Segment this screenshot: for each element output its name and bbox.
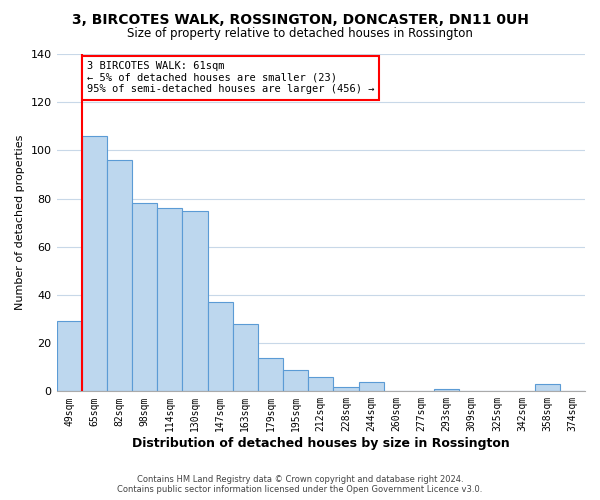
Bar xyxy=(359,382,383,392)
Bar xyxy=(157,208,182,392)
Text: 3, BIRCOTES WALK, ROSSINGTON, DONCASTER, DN11 0UH: 3, BIRCOTES WALK, ROSSINGTON, DONCASTER,… xyxy=(71,12,529,26)
Bar xyxy=(434,389,459,392)
Bar xyxy=(107,160,132,392)
Bar xyxy=(308,377,334,392)
Bar xyxy=(132,204,157,392)
Bar xyxy=(208,302,233,392)
Bar xyxy=(56,322,82,392)
Bar xyxy=(535,384,560,392)
Bar xyxy=(233,324,258,392)
Bar xyxy=(82,136,107,392)
Text: Size of property relative to detached houses in Rossington: Size of property relative to detached ho… xyxy=(127,28,473,40)
Text: Contains HM Land Registry data © Crown copyright and database right 2024.
Contai: Contains HM Land Registry data © Crown c… xyxy=(118,474,482,494)
Bar xyxy=(182,210,208,392)
Bar xyxy=(258,358,283,392)
Bar xyxy=(283,370,308,392)
Bar xyxy=(334,386,359,392)
Y-axis label: Number of detached properties: Number of detached properties xyxy=(15,135,25,310)
X-axis label: Distribution of detached houses by size in Rossington: Distribution of detached houses by size … xyxy=(132,437,509,450)
Text: 3 BIRCOTES WALK: 61sqm
← 5% of detached houses are smaller (23)
95% of semi-deta: 3 BIRCOTES WALK: 61sqm ← 5% of detached … xyxy=(87,61,374,94)
